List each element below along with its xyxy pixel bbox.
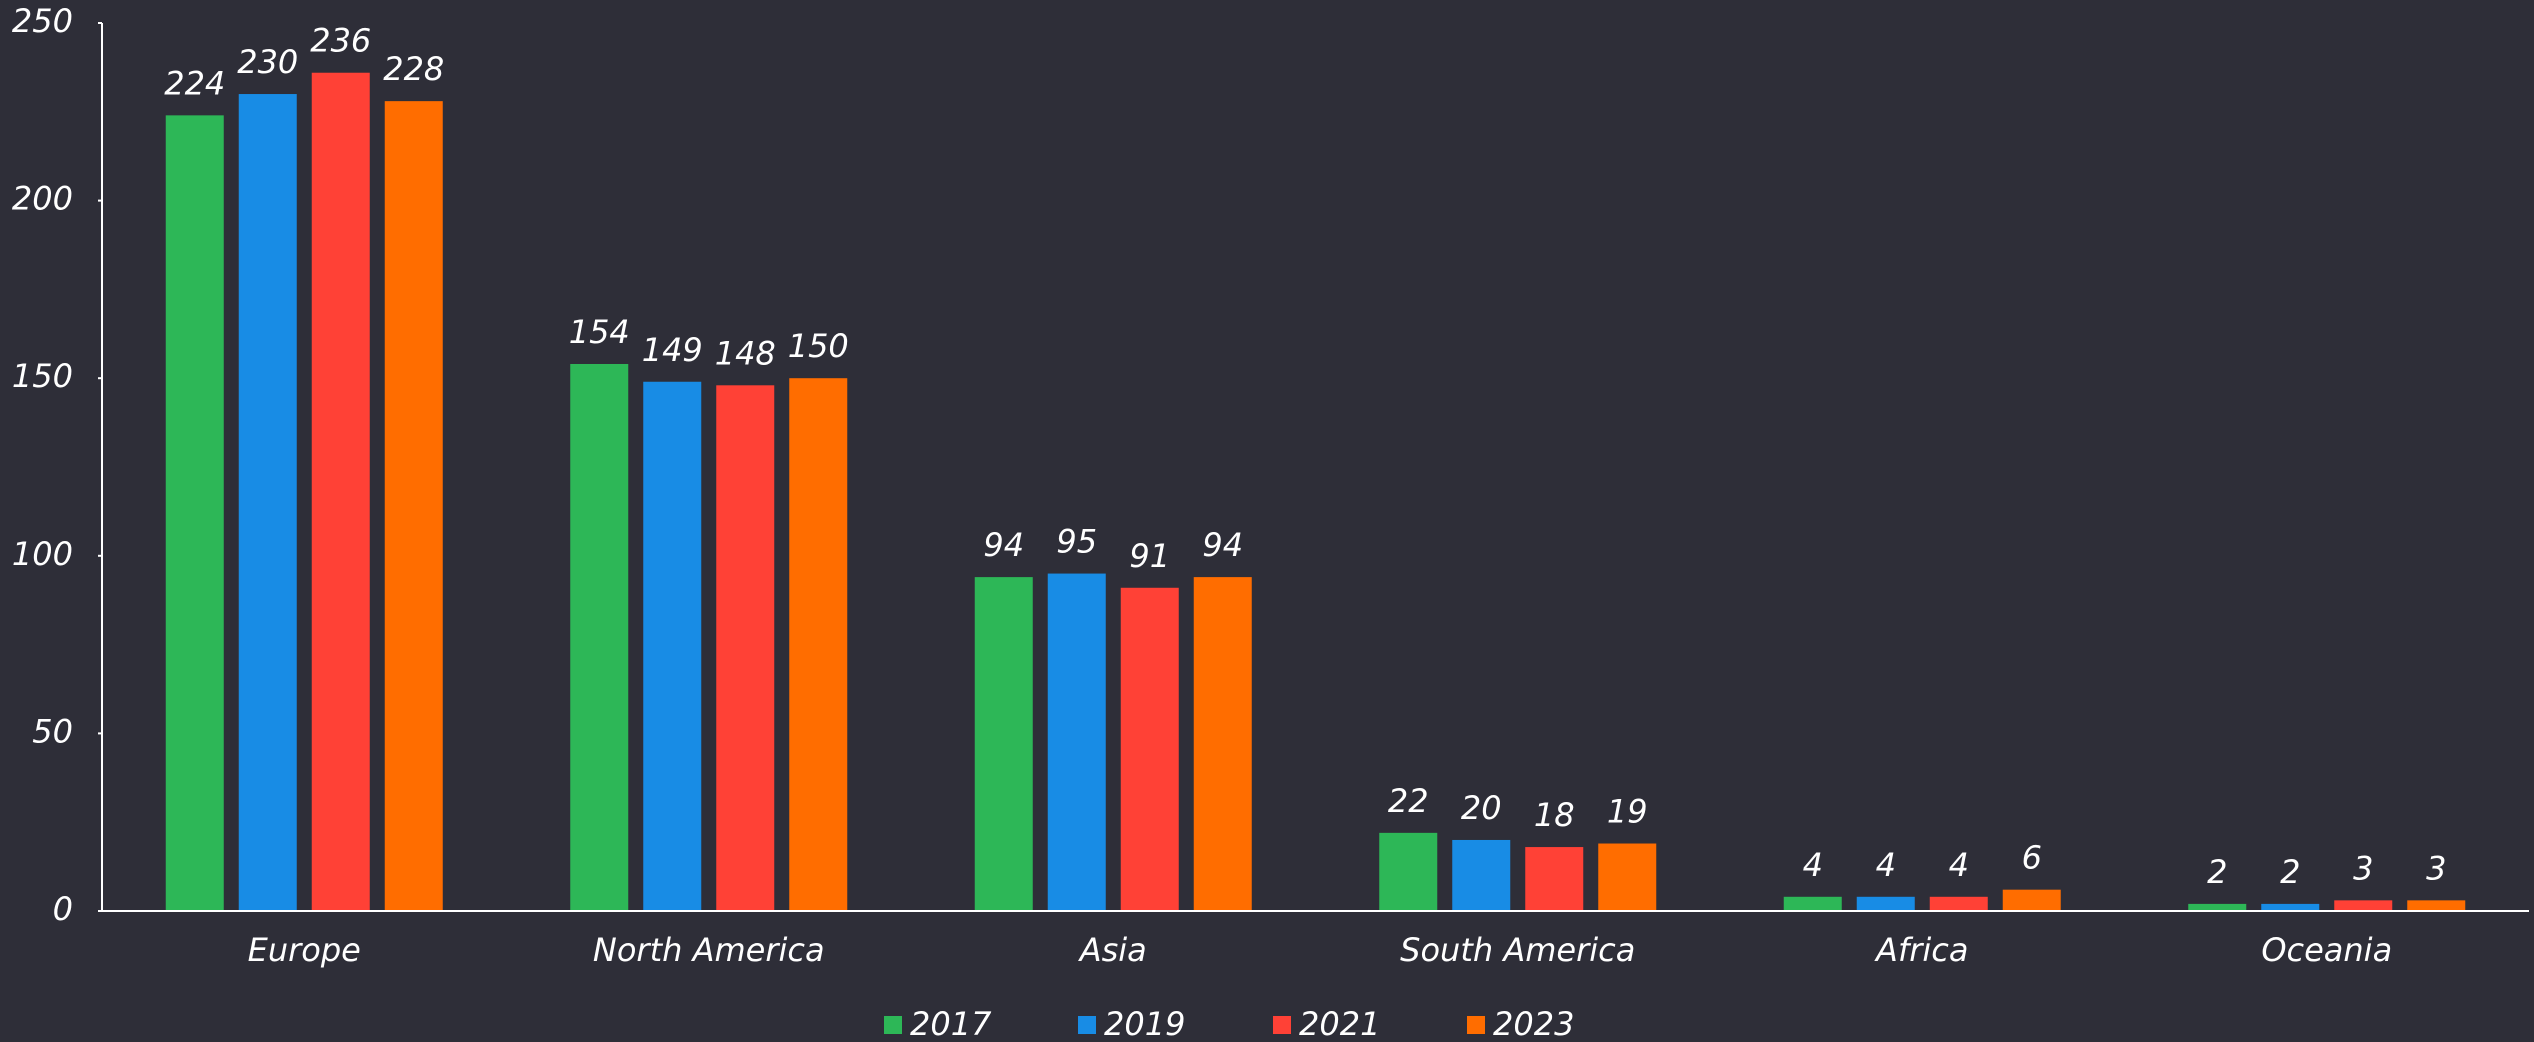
value-label: 20 bbox=[1461, 789, 1502, 827]
value-label: 154 bbox=[569, 313, 630, 351]
value-label: 3 bbox=[2353, 849, 2373, 887]
legend-swatch bbox=[1467, 1016, 1485, 1034]
value-label: 148 bbox=[715, 334, 776, 372]
y-tick-label: 250 bbox=[12, 2, 73, 40]
bar bbox=[311, 72, 370, 911]
value-label: 3 bbox=[2426, 849, 2446, 887]
x-tick-label: North America bbox=[593, 931, 825, 969]
legend-swatch bbox=[884, 1016, 902, 1034]
legend-label: 2017 bbox=[910, 1005, 992, 1042]
bar bbox=[2261, 903, 2320, 911]
legend-swatch bbox=[1273, 1016, 1291, 1034]
value-label: 149 bbox=[642, 331, 703, 369]
bar bbox=[384, 101, 443, 912]
value-label: 236 bbox=[310, 22, 371, 60]
x-tick-label: South America bbox=[1400, 931, 1635, 969]
bar bbox=[2188, 903, 2247, 911]
y-tick-label: 0 bbox=[53, 890, 73, 928]
value-label: 224 bbox=[164, 64, 225, 102]
bar bbox=[570, 363, 629, 911]
bar bbox=[1783, 896, 1842, 911]
bar bbox=[2002, 889, 2061, 911]
value-label: 91 bbox=[1129, 537, 1170, 575]
legend-label: 2019 bbox=[1104, 1005, 1185, 1042]
value-label: 18 bbox=[1534, 796, 1575, 834]
bar bbox=[238, 94, 297, 912]
value-label: 4 bbox=[1876, 846, 1896, 884]
value-label: 2 bbox=[2280, 853, 2300, 891]
bar bbox=[1598, 843, 1657, 911]
y-tick-label: 150 bbox=[12, 357, 73, 395]
bar bbox=[2334, 900, 2393, 911]
bar bbox=[789, 378, 848, 911]
legend-label: 2021 bbox=[1299, 1005, 1380, 1042]
value-label: 4 bbox=[1803, 846, 1823, 884]
y-tick-label: 200 bbox=[12, 180, 73, 218]
bar bbox=[1047, 573, 1106, 911]
value-label: 228 bbox=[383, 50, 444, 88]
value-label: 230 bbox=[237, 43, 298, 81]
value-label: 150 bbox=[788, 327, 849, 365]
y-tick-label: 50 bbox=[32, 712, 73, 750]
x-tick-label: Africa bbox=[1874, 931, 1968, 969]
bar bbox=[1120, 587, 1179, 911]
value-label: 94 bbox=[983, 526, 1024, 564]
value-label: 4 bbox=[1949, 846, 1969, 884]
bar bbox=[1193, 577, 1252, 911]
bar bbox=[1525, 847, 1584, 911]
y-tick-label: 100 bbox=[12, 535, 73, 573]
bar bbox=[1379, 832, 1438, 911]
x-tick-label: Europe bbox=[248, 931, 361, 969]
value-label: 2 bbox=[2207, 853, 2227, 891]
legend-label: 2023 bbox=[1493, 1005, 1574, 1042]
bar bbox=[1452, 839, 1511, 911]
legend-swatch bbox=[1078, 1016, 1096, 1034]
x-tick-label: Oceania bbox=[2261, 931, 2392, 969]
bar bbox=[1929, 896, 1988, 911]
bar bbox=[643, 381, 702, 911]
bar bbox=[2407, 900, 2466, 911]
value-label: 6 bbox=[2022, 839, 2042, 877]
x-tick-label: Asia bbox=[1078, 931, 1147, 969]
bar bbox=[716, 385, 775, 912]
value-label: 19 bbox=[1607, 793, 1648, 831]
value-label: 94 bbox=[1202, 526, 1243, 564]
bar bbox=[974, 577, 1033, 911]
value-label: 95 bbox=[1056, 523, 1097, 561]
value-label: 22 bbox=[1388, 782, 1429, 820]
bar bbox=[1856, 896, 1915, 911]
bar bbox=[165, 115, 224, 912]
